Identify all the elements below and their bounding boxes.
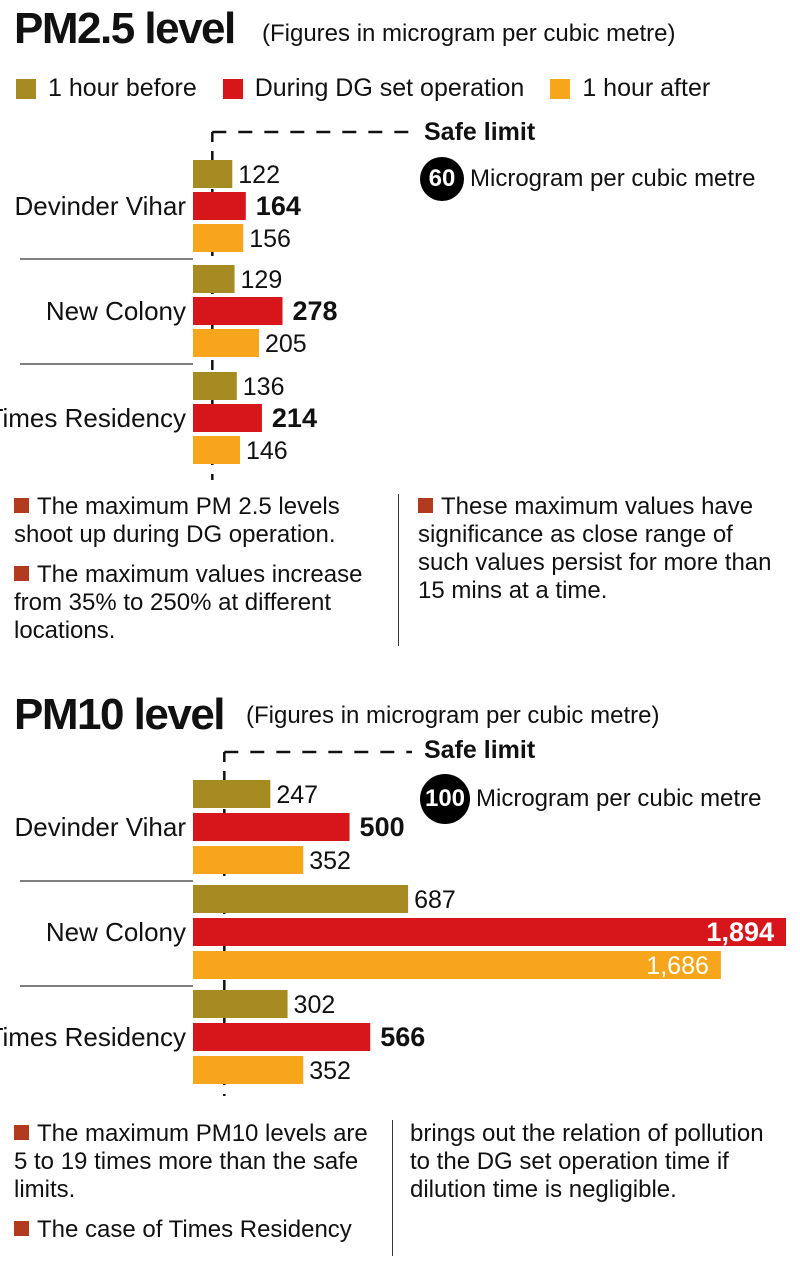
pm10-title: PM10 level xyxy=(14,690,226,739)
bar-after xyxy=(193,1056,304,1084)
pm10-note-1: The maximum PM10 levels are 5 to 19 time… xyxy=(14,1120,368,1203)
bar-before xyxy=(193,885,409,913)
legend-label-during: During DG set operation xyxy=(254,74,525,102)
category-label: New Colony xyxy=(46,917,186,947)
pm10-note-3: brings out the relation of pollution to … xyxy=(410,1120,764,1203)
pm25-safe-limit-value: 60 xyxy=(420,157,464,201)
bar-after xyxy=(193,846,304,874)
data-label: 247 xyxy=(276,781,318,809)
bar-before xyxy=(193,265,235,293)
pm10-notes-divider xyxy=(392,1120,393,1256)
pm25-subtitle: (Figures in microgram per cubic metre) xyxy=(262,20,676,47)
data-label: 214 xyxy=(272,403,317,433)
category-label: New Colony xyxy=(46,296,186,326)
bullet-icon xyxy=(14,1125,29,1140)
data-label: 500 xyxy=(360,812,405,842)
category-label: Times Residency xyxy=(0,1022,186,1052)
bar-during xyxy=(193,297,283,325)
pm25-safe-limit-unit: Microgram per cubic metre xyxy=(470,165,756,192)
bullet-icon xyxy=(14,566,29,581)
bar-during xyxy=(193,192,246,220)
data-label: 136 xyxy=(243,373,285,401)
data-label: 687 xyxy=(414,886,456,914)
bar-after xyxy=(193,951,721,979)
bar-after xyxy=(193,224,244,252)
bar-before xyxy=(193,990,288,1018)
bar-during xyxy=(193,404,262,432)
category-label: Devinder Vihar xyxy=(14,812,186,842)
pm10-safe-limit-unit: Microgram per cubic metre xyxy=(476,785,762,812)
bar-after xyxy=(193,329,260,357)
legend-swatch-during xyxy=(222,78,243,99)
bar-before xyxy=(193,372,237,400)
pm10-safe-limit-badge: 100 Microgram per cubic metre xyxy=(420,774,761,824)
pm10-notes-left: The maximum PM10 levels are 5 to 19 time… xyxy=(14,1120,384,1256)
bar-during xyxy=(193,918,787,946)
legend-label-after: 1 hour after xyxy=(582,74,711,102)
pm25-notes-divider xyxy=(398,494,399,646)
pm25-title: PM2.5 level xyxy=(14,4,236,53)
pm25-note-3: These maximum values have significance a… xyxy=(418,493,772,604)
legend-item-during: During DG set operation xyxy=(222,74,525,103)
bar-during xyxy=(193,813,350,841)
pm25-safe-limit-badge: 60 Microgram per cubic metre xyxy=(420,157,755,201)
pm25-note-2: The maximum values increase from 35% to … xyxy=(14,561,363,644)
data-label: 164 xyxy=(256,191,301,221)
bar-before xyxy=(193,780,271,808)
data-label: 205 xyxy=(265,330,307,358)
legend-item-after: 1 hour after xyxy=(550,74,710,103)
pm25-notes-right: These maximum values have significance a… xyxy=(418,493,790,617)
data-label: 1,894 xyxy=(706,917,774,947)
pm25-notes-left: The maximum PM 2.5 levels shoot up durin… xyxy=(14,493,384,657)
data-label: 146 xyxy=(246,437,288,465)
chart-legend: 1 hour before During DG set operation 1 … xyxy=(16,74,736,103)
legend-item-before: 1 hour before xyxy=(16,74,197,103)
legend-swatch-before xyxy=(16,78,36,99)
pm10-subtitle: (Figures in microgram per cubic metre) xyxy=(246,702,660,729)
data-label: 278 xyxy=(293,296,338,326)
category-label: Times Residency xyxy=(0,403,186,433)
pm10-bar-chart: 247 500 352 Devinder Vihar 687 1,894 1,686 New … xyxy=(0,750,787,1096)
data-label: 352 xyxy=(309,847,351,875)
data-label: 122 xyxy=(238,161,280,189)
data-label: 302 xyxy=(294,991,336,1019)
bar-during xyxy=(193,1023,371,1051)
bar-after xyxy=(193,436,241,464)
pm25-note-1: The maximum PM 2.5 levels shoot up durin… xyxy=(14,493,340,548)
data-label: 566 xyxy=(380,1022,425,1052)
legend-swatch-after xyxy=(550,78,571,99)
data-label: 1,686 xyxy=(646,952,709,980)
pm10-safe-limit-value: 100 xyxy=(420,774,470,824)
category-label: Devinder Vihar xyxy=(14,191,186,221)
data-label: 129 xyxy=(241,266,283,294)
bullet-icon xyxy=(14,498,29,513)
bullet-icon xyxy=(418,498,433,513)
data-label: 352 xyxy=(309,1057,351,1085)
data-label: 156 xyxy=(249,225,291,253)
pm25-safe-limit-label: Safe limit xyxy=(424,118,536,146)
pm10-notes-right: brings out the relation of pollution to … xyxy=(410,1120,780,1216)
pm10-note-2: The case of Times Residency xyxy=(14,1216,384,1244)
legend-label-before: 1 hour before xyxy=(48,74,197,102)
bar-before xyxy=(193,160,233,188)
bullet-icon xyxy=(14,1221,29,1236)
pm10-safe-limit-label: Safe limit xyxy=(424,736,536,764)
